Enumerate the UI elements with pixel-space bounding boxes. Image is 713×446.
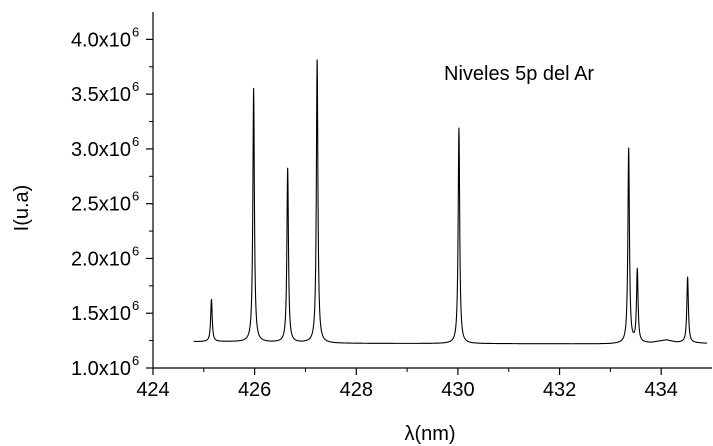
y-tick-label: 2.0x10 bbox=[71, 248, 131, 270]
y-tick-exponent: 6 bbox=[132, 134, 139, 149]
y-tick-exponent: 6 bbox=[132, 298, 139, 313]
x-tick-label: 424 bbox=[136, 379, 169, 401]
y-tick-label: 4.0x10 bbox=[71, 29, 131, 51]
y-tick-label: 3.0x10 bbox=[71, 139, 131, 161]
y-tick-exponent: 6 bbox=[132, 79, 139, 94]
y-tick-label: 3.5x10 bbox=[71, 84, 131, 106]
x-tick-label: 426 bbox=[238, 379, 271, 401]
y-tick-exponent: 6 bbox=[132, 189, 139, 204]
x-tick-label: 430 bbox=[441, 379, 474, 401]
y-axis-label: I(u.a) bbox=[11, 185, 33, 232]
y-tick-exponent: 6 bbox=[132, 24, 139, 39]
x-axis-ticks: 424 426 428 430 432 434 bbox=[136, 368, 678, 401]
spectrum-line bbox=[193, 59, 708, 345]
annotation-label: Niveles 5p del Ar bbox=[444, 63, 594, 85]
x-axis-label: λ(nm) bbox=[404, 423, 455, 445]
y-tick-label: 1.5x10 bbox=[71, 303, 131, 325]
x-tick-label: 434 bbox=[644, 379, 677, 401]
y-tick-exponent: 6 bbox=[132, 243, 139, 258]
plot-frame bbox=[152, 12, 712, 369]
x-tick-label: 428 bbox=[340, 379, 373, 401]
x-tick-label: 432 bbox=[543, 379, 576, 401]
y-tick-exponent: 6 bbox=[132, 353, 139, 368]
peak-marks bbox=[210, 59, 688, 300]
y-tick-label: 2.5x10 bbox=[71, 194, 131, 216]
y-tick-label: 1.0x10 bbox=[71, 358, 131, 380]
y-axis-ticks: 1.0x10 61.5x10 62.0x10 62.5x10 63.0x10 63.5x1… bbox=[71, 24, 153, 380]
